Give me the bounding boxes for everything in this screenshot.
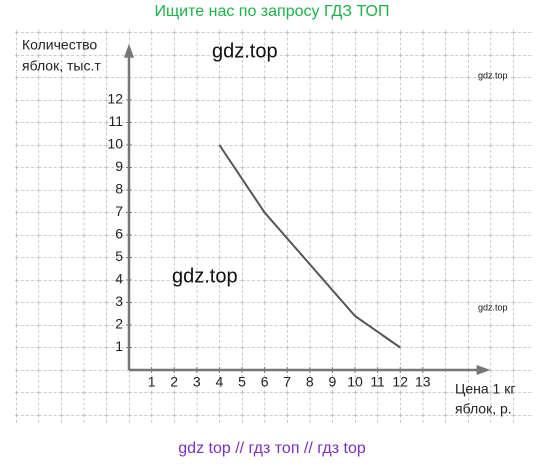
watermark: gdz.top (478, 70, 508, 80)
x-tick-label: 4 (216, 374, 224, 390)
y-tick-label: 7 (115, 203, 123, 219)
x-tick-label: 1 (148, 374, 156, 390)
y-axis-arrow (124, 43, 134, 58)
y-tick-label: 4 (115, 271, 123, 287)
data-line (218, 144, 401, 349)
x-tick-label: 5 (238, 374, 246, 390)
x-tick-label: 6 (261, 374, 269, 390)
y-tick-label: 3 (115, 293, 123, 309)
x-axis-label: Цена 1 кг (455, 381, 515, 397)
y-axis-label: яблок, тыс.т (22, 58, 101, 74)
x-axis-arrow (476, 365, 491, 375)
watermark: gdz.top (212, 40, 278, 62)
y-axis-label: Количество (22, 37, 97, 53)
y-tick-label: 6 (115, 226, 123, 242)
y-tick-label: 5 (115, 248, 123, 264)
y-tick-label: 1 (115, 338, 123, 354)
y-tick-label: 8 (115, 181, 123, 197)
x-tick-label: 9 (329, 374, 337, 390)
x-tick-label: 10 (347, 374, 363, 390)
x-tick-label: 12 (392, 374, 408, 390)
x-tick-label: 2 (170, 374, 178, 390)
x-tick-label: 11 (370, 374, 385, 390)
watermark: gdz.top (478, 302, 508, 312)
y-tick-label: 9 (115, 158, 123, 174)
x-tick-label: 8 (306, 374, 314, 390)
x-axis-label: яблок, р. (455, 401, 512, 417)
x-tick-label: 13 (415, 374, 431, 390)
x-tick-label: 3 (193, 374, 201, 390)
x-tick-label: 7 (283, 374, 291, 390)
y-tick-label: 12 (107, 91, 123, 107)
y-tick-label: 11 (108, 113, 123, 129)
footer: gdz top // гдз топ // гдз top (178, 440, 366, 457)
y-tick-label: 2 (115, 316, 123, 332)
header: Ищите нас по запросу ГДЗ ТОП (155, 3, 390, 20)
watermark: gdz.top (172, 265, 238, 287)
y-tick-label: 10 (107, 136, 123, 152)
grid-paper (15, 30, 533, 423)
